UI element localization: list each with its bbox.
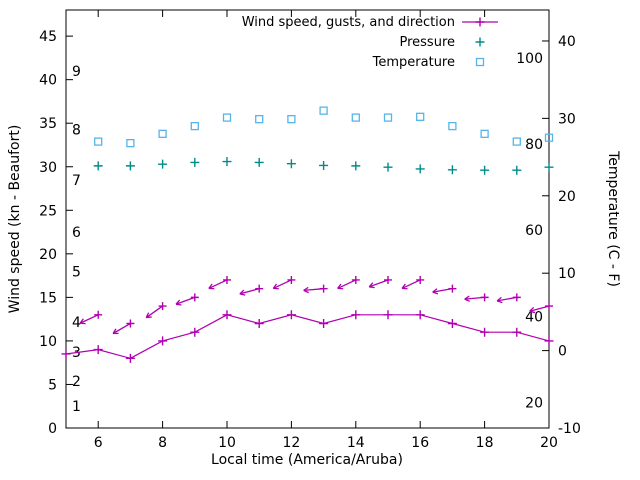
svg-text:7: 7 [72, 173, 81, 189]
svg-text:14: 14 [347, 435, 365, 451]
right-axis-title: Temperature (C - F) [605, 151, 621, 287]
series-temperature [94, 106, 554, 148]
svg-text:40: 40 [525, 310, 543, 326]
svg-text:0: 0 [48, 421, 57, 437]
svg-text:16: 16 [411, 435, 429, 451]
svg-text:9: 9 [72, 64, 81, 80]
svg-text:10: 10 [558, 266, 576, 282]
svg-text:25: 25 [39, 203, 57, 219]
svg-text:20: 20 [540, 435, 558, 451]
svg-text:20: 20 [525, 395, 543, 411]
svg-text:100: 100 [516, 51, 543, 67]
axes: 6 8 10 12 14 16 18 20051015202530354045-1001020… [39, 9, 581, 451]
svg-text:Pressure: Pressure [399, 35, 455, 50]
svg-text:20: 20 [558, 189, 576, 205]
svg-text:18: 18 [476, 435, 494, 451]
series-wind-gusts [79, 275, 553, 335]
svg-text:30: 30 [558, 111, 576, 127]
svg-text:5: 5 [48, 377, 57, 393]
series-pressure [93, 157, 554, 175]
svg-text:Wind speed, gusts, and directi: Wind speed, gusts, and direction [242, 15, 455, 30]
svg-text:3: 3 [72, 345, 81, 361]
left-axis-title: Wind speed (kn - Beaufort) [7, 124, 23, 314]
svg-text:-10: -10 [558, 421, 581, 437]
svg-text:40: 40 [39, 73, 57, 89]
svg-text:12: 12 [282, 435, 300, 451]
svg-text:6: 6 [72, 225, 81, 241]
svg-text:20: 20 [39, 247, 57, 263]
svg-text:45: 45 [39, 29, 57, 45]
fahrenheit-scale-labels: 20 40 60 80 100 [516, 51, 543, 411]
svg-text:15: 15 [39, 290, 57, 306]
legend: Wind speed, gusts, and direction Pressure… [242, 15, 498, 70]
svg-text:8: 8 [72, 122, 81, 138]
svg-text:10: 10 [39, 334, 57, 350]
svg-text:35: 35 [39, 116, 57, 132]
svg-text:10: 10 [218, 435, 236, 451]
svg-text:1: 1 [72, 399, 81, 415]
svg-text:Temperature: Temperature [372, 55, 455, 70]
beaufort-scale-labels: 1 2 3 4 5 6 7 8 9 [72, 64, 81, 415]
svg-text:2: 2 [72, 374, 81, 390]
svg-text:80: 80 [525, 137, 543, 153]
svg-text:0: 0 [558, 344, 567, 360]
x-axis-title: Local time (America/Aruba) [211, 452, 403, 468]
svg-text:5: 5 [72, 264, 81, 280]
svg-text:30: 30 [39, 160, 57, 176]
series-wind-speed [61, 310, 554, 363]
svg-text:8: 8 [158, 435, 167, 451]
svg-text:6: 6 [94, 435, 103, 451]
svg-text:4: 4 [72, 315, 81, 331]
svg-text:40: 40 [558, 34, 576, 50]
svg-text:60: 60 [525, 223, 543, 239]
